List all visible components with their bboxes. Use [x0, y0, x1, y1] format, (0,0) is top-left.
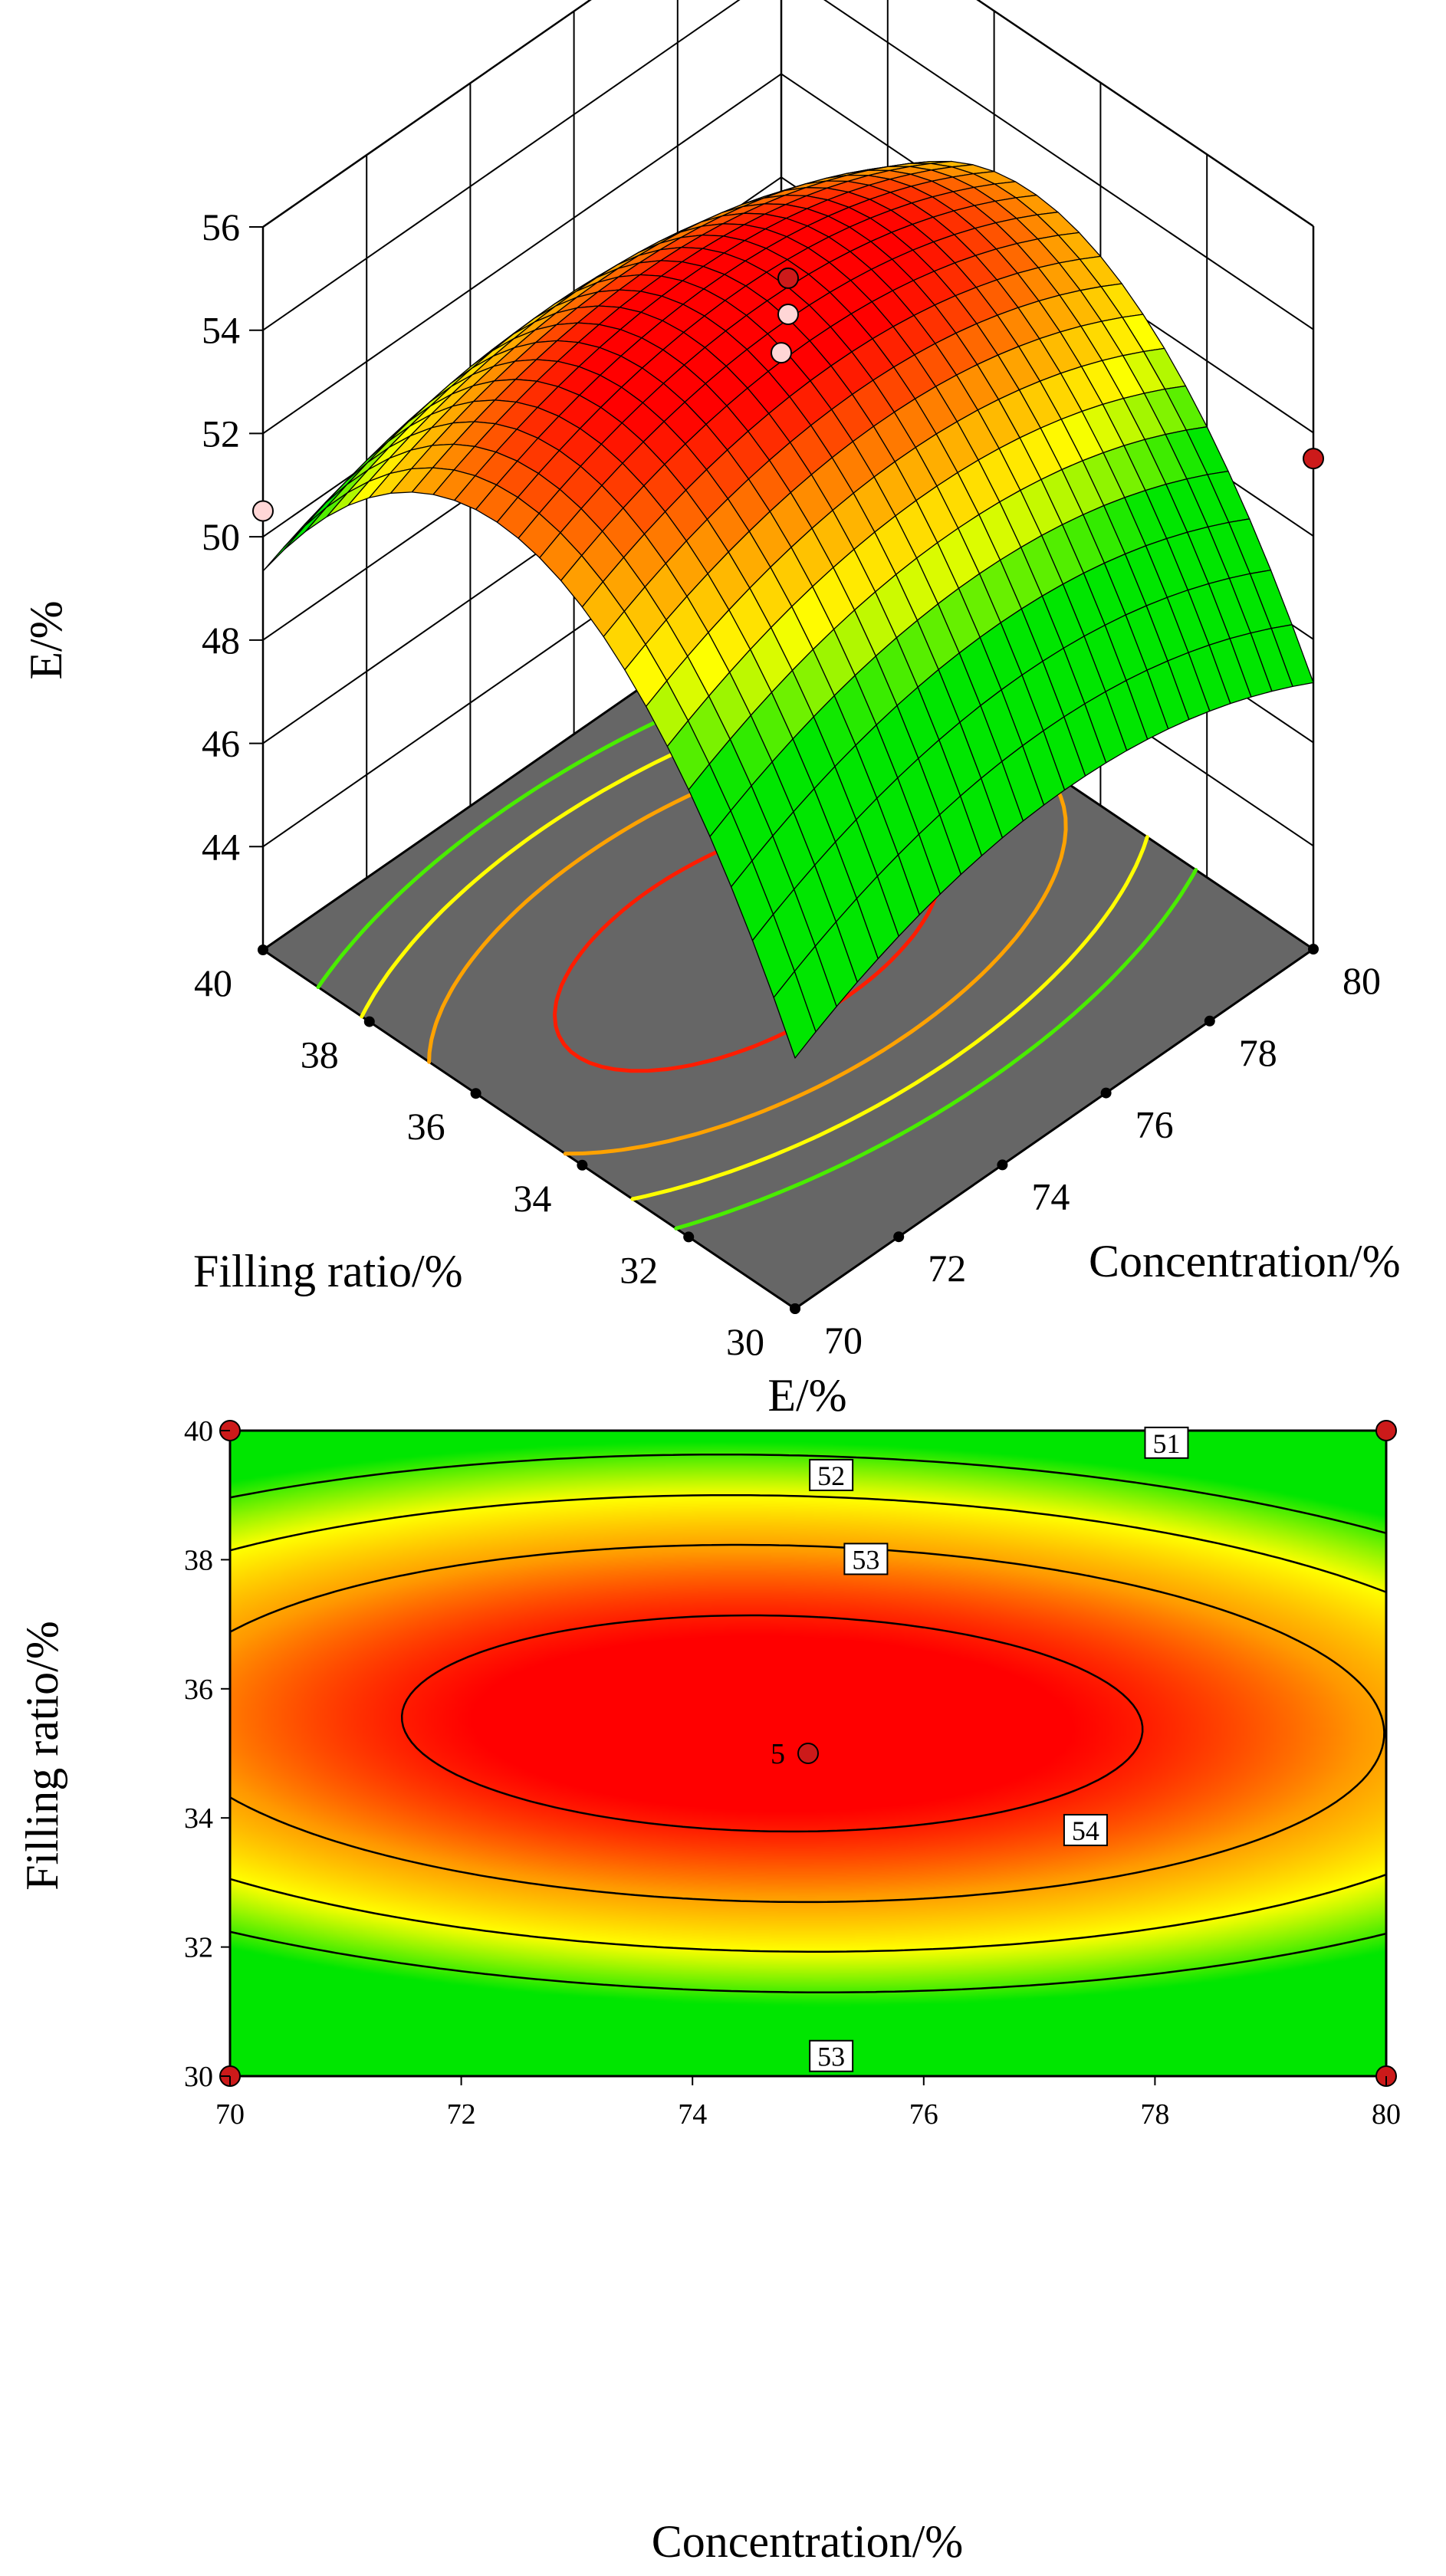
x-tick-label: 76	[909, 2098, 938, 2131]
x-tick-label: 76	[1135, 1103, 1174, 1146]
x-tick-dot	[997, 1159, 1008, 1171]
contour-title: E/%	[767, 1370, 846, 1421]
z-axis-label: E/%	[21, 600, 71, 679]
contour-label-box	[809, 2039, 854, 2072]
y-tick-dot	[258, 945, 268, 955]
contour-label-box	[1144, 1426, 1189, 1459]
x-tick-label: 80	[1342, 959, 1381, 1002]
contour-label-box	[809, 1458, 854, 1491]
x-tick-label: 72	[928, 1247, 966, 1290]
contour-label: 53	[817, 2042, 845, 2072]
design-point	[777, 304, 799, 326]
x-tick-dot	[893, 1231, 905, 1243]
y-tick-dot	[577, 1159, 588, 1171]
y-tick-label: 40	[194, 961, 232, 1004]
y-tick-label: 36	[184, 1674, 213, 1706]
corner-point	[1375, 1420, 1397, 1441]
z-tick-label: 50	[202, 515, 240, 558]
x-tick-dot	[1204, 1015, 1215, 1027]
design-point	[1303, 448, 1324, 470]
contour-plot: E/% 51 52 53 54 53 5 70 72 74 76 78 80 30 32 34 36 38 4…	[17, 1370, 1401, 2567]
axis-ticks-3d: 44 46 48 50 52 54 56 30 32 34 36 38 40 70 72 74 76 78 80	[194, 205, 1381, 1363]
design-point	[771, 342, 792, 364]
y-tick-label: 34	[513, 1177, 551, 1220]
x-tick-dot	[1100, 1087, 1112, 1099]
z-tick-label: 44	[202, 825, 240, 868]
wall-gridline	[262, 0, 741, 331]
response-surface	[262, 160, 1314, 1059]
x-tick-label: 78	[1140, 2098, 1169, 2131]
y-tick-label: 30	[726, 1320, 764, 1363]
z-tick-label: 54	[202, 309, 240, 352]
contour-label: 52	[817, 1460, 845, 1491]
center-point-label: 5	[771, 1738, 785, 1770]
y-tick-dot	[363, 1016, 375, 1027]
x-tick-label: 70	[215, 2098, 245, 2131]
x-tick-dot	[1308, 944, 1319, 955]
x-tick-label: 74	[678, 2098, 707, 2131]
right-wall-top	[976, 0, 1314, 228]
wall-gridline	[823, 0, 1314, 330]
contour-x-axis-label: Concentration/%	[652, 2516, 964, 2567]
y-tick-dot	[470, 1088, 481, 1099]
center-point	[797, 1743, 819, 1764]
contour-line	[230, 1493, 1386, 1953]
z-tick-label: 56	[202, 205, 240, 248]
contour-label: 51	[1152, 1428, 1180, 1459]
contour-line	[230, 1453, 1386, 1993]
contour-labels: 51 52 53 54 53	[809, 1426, 1189, 2072]
y-tick-label: 34	[184, 1802, 213, 1835]
design-point	[777, 267, 799, 289]
contour-label-box	[1063, 1814, 1108, 1847]
y-tick-label: 32	[184, 1932, 213, 1964]
z-tick-label: 48	[202, 619, 240, 662]
z-tick-label: 52	[202, 412, 240, 455]
y-tick-label: 36	[407, 1105, 445, 1148]
design-points-3d	[252, 267, 1324, 522]
surface-facet	[284, 507, 327, 550]
surface-facet	[304, 492, 348, 532]
plot-frame	[228, 1429, 1388, 2078]
contour-line	[230, 1543, 1385, 1904]
x-tick-label: 80	[1372, 2098, 1401, 2131]
contour-lines	[230, 1453, 1386, 1993]
y-tick-label: 40	[184, 1415, 213, 1447]
y-tick-dot	[683, 1231, 695, 1243]
design-point	[252, 500, 274, 522]
y-axis-label: Filling ratio/%	[193, 1246, 463, 1296]
x-tick-dot	[790, 1303, 800, 1314]
x-tick-label: 72	[447, 2098, 476, 2131]
x-tick-label: 74	[1031, 1175, 1070, 1217]
contour-line	[400, 1614, 1144, 1833]
contour-y-axis-label: Filling ratio/%	[17, 1621, 67, 1891]
wall-gridline	[262, 73, 782, 435]
y-tick-label: 38	[184, 1544, 213, 1576]
left-wall-top	[262, 0, 592, 228]
contour-label: 54	[1072, 1815, 1099, 1846]
y-tick-label: 38	[301, 1033, 339, 1076]
y-tick-label: 30	[184, 2061, 213, 2093]
z-tick-label: 46	[202, 722, 240, 765]
contour-label: 53	[852, 1544, 879, 1575]
x-axis-label: Concentration/%	[1089, 1236, 1401, 1286]
x-tick-label: 70	[824, 1319, 863, 1362]
contour-label-box	[843, 1543, 889, 1576]
x-tick-label: 78	[1239, 1031, 1277, 1074]
y-tick-label: 32	[619, 1248, 658, 1291]
surface-plot: 44 46 48 50 52 54 56 30 32 34 36 38 40 70 72 74 76 78 80 E…	[21, 0, 1401, 1363]
axis-ticks-2d: 70 72 74 76 78 80 30 32 34 36 38 40	[184, 1415, 1401, 2131]
surface-facet	[773, 971, 817, 1059]
